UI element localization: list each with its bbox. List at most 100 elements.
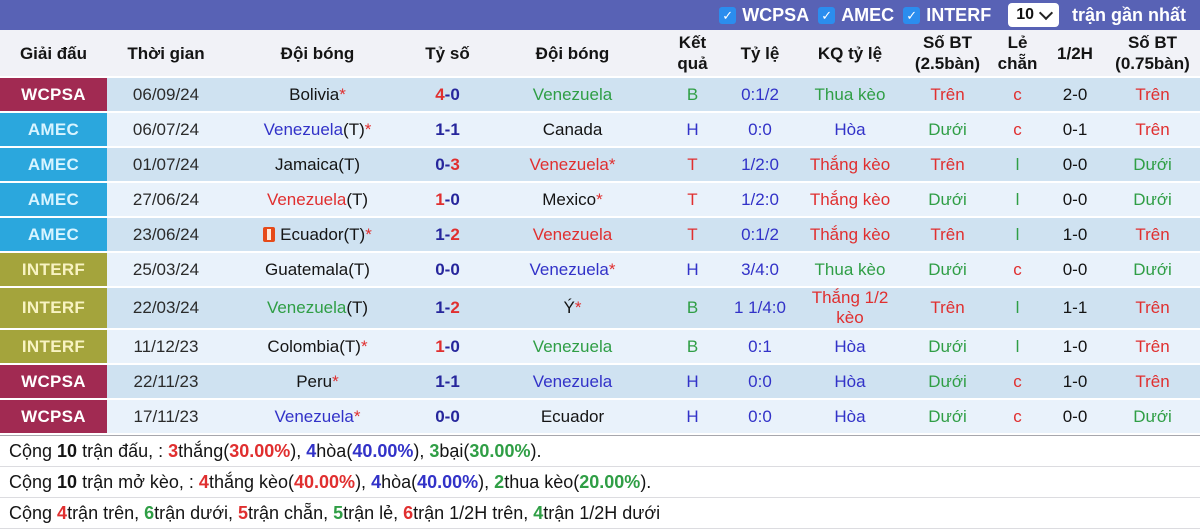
- home-goals: 0: [435, 406, 445, 426]
- team-name: Venezuela: [532, 84, 613, 104]
- home-goals: 1: [435, 336, 445, 356]
- home-goals: 0: [435, 259, 445, 279]
- odds-result: Thắng 1/2 kèo: [795, 287, 905, 330]
- odd-even: c: [990, 399, 1045, 435]
- handicap-odds: 0:0: [725, 112, 795, 148]
- filter-interf[interactable]: ✓ INTERF: [903, 5, 991, 26]
- filter-label[interactable]: INTERF: [926, 4, 992, 25]
- team-name: Venezuela: [529, 259, 609, 279]
- filter-label[interactable]: AMEC: [841, 4, 895, 25]
- col-header-3: Tỷ số: [410, 30, 485, 78]
- summary-segment: 10: [57, 472, 78, 492]
- odds-result: Hòa: [795, 364, 905, 400]
- home-team: Venezuela(T)*: [225, 112, 410, 148]
- away-team: Canada: [485, 112, 660, 148]
- home-team: Guatemala(T): [225, 252, 410, 288]
- summary-segment: 4: [57, 503, 68, 523]
- score-dash: -: [444, 154, 451, 174]
- result-letter: H: [660, 112, 725, 148]
- result-letter: B: [660, 77, 725, 113]
- star-marker: *: [608, 154, 616, 174]
- over-under-0-75: Dưới: [1105, 147, 1200, 183]
- match-row: INTERF 11/12/23 Colombia(T)* 1-0 Venezuela B 0…: [0, 329, 1200, 365]
- odds-result: Thắng kèo: [795, 147, 905, 183]
- handicap-odds: 1 1/4:0: [725, 287, 795, 330]
- odds-result: Hòa: [795, 112, 905, 148]
- team-name: Mexico: [542, 189, 597, 209]
- home-team: Ecuador(T)*: [225, 217, 410, 253]
- summary-segment: Cộng: [9, 503, 58, 523]
- odds-result: Thua kèo: [795, 252, 905, 288]
- team-name: Venezuela: [532, 224, 613, 244]
- checkbox-checked-icon[interactable]: ✓: [719, 6, 737, 24]
- result-letter: B: [660, 329, 725, 365]
- star-marker: *: [353, 406, 361, 426]
- filter-amec[interactable]: ✓ AMEC: [818, 5, 894, 26]
- col-header-10: 1/2H: [1045, 30, 1105, 78]
- recent-count-value: 10: [1016, 6, 1034, 23]
- team-name: Guatemala: [265, 259, 349, 279]
- filter-wcpsa[interactable]: ✓ WCPSA: [719, 5, 809, 26]
- star-marker: *: [339, 84, 346, 104]
- summary-line-3: Cộng 4trận trên, 6trận dưới, 5trận chẵn,…: [0, 498, 1200, 529]
- match-row: AMEC 23/06/24 Ecuador(T)* 1-2 Venezuela T 0:1/…: [0, 217, 1200, 253]
- match-row: AMEC 01/07/24 Jamaica(T) 0-3 Venezuela* T 1/2:…: [0, 147, 1200, 183]
- summary-segment: 4: [198, 472, 209, 492]
- away-goals: 0: [450, 259, 460, 279]
- summary-segment: ),: [478, 472, 495, 492]
- summary-segment: 2: [494, 472, 505, 492]
- col-header-1: Thời gian: [107, 30, 225, 78]
- summary-segment: bại(: [439, 441, 470, 461]
- half-time-score: 0-1: [1045, 112, 1105, 148]
- match-date: 06/07/24: [107, 112, 225, 148]
- away-team: Venezuela: [485, 217, 660, 253]
- star-marker: *: [332, 371, 339, 391]
- home-team: Jamaica(T): [225, 147, 410, 183]
- summary-segment: thua kèo(: [504, 472, 580, 492]
- match-row: INTERF 22/03/24 Venezuela(T) 1-2 Ý* B 1 1/4:0 T…: [0, 287, 1200, 330]
- match-score: 1-0: [410, 182, 485, 218]
- match-row: AMEC 27/06/24 Venezuela(T) 1-0 Mexico* T 1/2:0…: [0, 182, 1200, 218]
- summary-segment: 3: [168, 441, 179, 461]
- filter-label[interactable]: WCPSA: [742, 4, 810, 25]
- col-header-8: Số BT (2.5bàn): [905, 30, 990, 78]
- summary-segment: 4: [306, 441, 317, 461]
- handicap-odds: 0:0: [725, 399, 795, 435]
- col-header-5: Kết quả: [660, 30, 725, 78]
- handicap-odds: 1/2:0: [725, 147, 795, 183]
- home-advantage-marker: (T): [348, 259, 370, 279]
- odds-result: Thua kèo: [795, 77, 905, 113]
- score-dash: -: [444, 224, 451, 244]
- half-time-score: 0-0: [1045, 399, 1105, 435]
- home-goals: 0: [435, 154, 445, 174]
- team-name: Jamaica: [274, 154, 339, 174]
- over-under-0-75: Trên: [1105, 217, 1200, 253]
- away-goals: 2: [450, 298, 460, 317]
- result-letter: H: [660, 364, 725, 400]
- team-name: Ecuador: [280, 224, 344, 244]
- away-team: Venezuela*: [485, 252, 660, 288]
- away-goals: 3: [450, 154, 460, 174]
- summary-segment: 40.00%: [294, 472, 356, 492]
- match-score: 4-0: [410, 77, 485, 113]
- odds-result: Thắng kèo: [795, 182, 905, 218]
- summary-segment: 40.00%: [352, 441, 414, 461]
- summary-segment: trận lẻ,: [343, 503, 404, 523]
- summary-segment: trận chẵn,: [248, 503, 334, 523]
- away-team: Ecuador: [485, 399, 660, 435]
- recent-count-select[interactable]: 10: [1008, 3, 1059, 27]
- checkbox-checked-icon[interactable]: ✓: [903, 6, 921, 24]
- summary-segment: trận đấu, :: [77, 441, 169, 461]
- matches-table: Giải đấu Thời gian Đội bóng Tỷ số Đội bóng Kế…: [0, 30, 1200, 435]
- half-time-score: 1-0: [1045, 329, 1105, 365]
- summary-line-1: Cộng 10 trận đấu, : 3thắng(30.00%), 4hòa…: [0, 436, 1200, 467]
- half-time-score: 0-0: [1045, 147, 1105, 183]
- chevron-down-icon: [1038, 5, 1054, 21]
- score-dash: -: [444, 189, 451, 209]
- score-dash: -: [444, 119, 451, 139]
- match-table-body: WCPSA 06/09/24 Bolivia* 4-0 Venezuela B 0:1/2 T…: [0, 77, 1200, 435]
- checkbox-checked-icon[interactable]: ✓: [818, 6, 836, 24]
- result-letter: H: [660, 252, 725, 288]
- summary-segment: ),: [355, 472, 372, 492]
- match-date: 01/07/24: [107, 147, 225, 183]
